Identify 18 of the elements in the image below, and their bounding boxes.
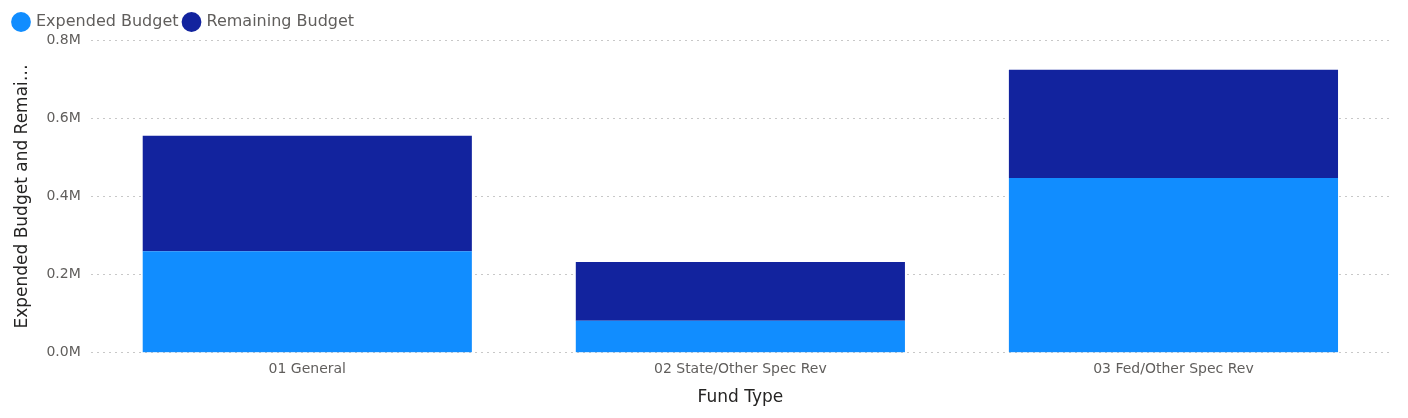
legend-label: Remaining Budget <box>206 11 355 31</box>
y-tick-label: 0.4M <box>46 187 81 204</box>
bar <box>142 135 472 252</box>
y-tick-label: 0.0M <box>46 343 81 360</box>
y-tick-label: 0.2M <box>46 265 81 282</box>
x-axis-title: Fund Type <box>697 386 784 407</box>
y-tick-label: 0.6M <box>46 108 81 125</box>
bar <box>142 251 472 353</box>
x-tick-label: 03 Fed/Other Spec Rev <box>1093 359 1254 376</box>
bar <box>575 262 905 321</box>
x-tick-label: 02 State/Other Spec Rev <box>653 359 827 376</box>
x-tick-label: 01 General <box>268 359 347 376</box>
bar <box>1008 178 1339 353</box>
bar <box>575 320 905 353</box>
y-axis-title: Expended Budget and Remai… <box>10 64 31 329</box>
legend-label: Expended Budget <box>36 11 179 31</box>
y-tick-label: 0.8M <box>46 30 81 47</box>
bar <box>1008 69 1339 179</box>
